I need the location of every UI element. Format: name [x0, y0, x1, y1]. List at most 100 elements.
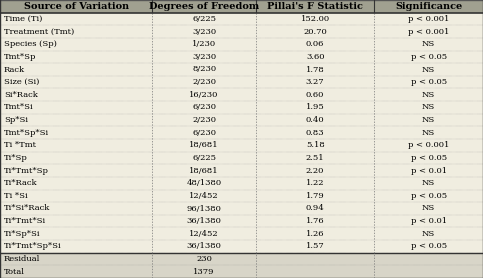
Text: 3/230: 3/230 — [192, 53, 216, 61]
Text: NS: NS — [422, 116, 435, 124]
Text: Tmt*Sp*Si: Tmt*Sp*Si — [4, 129, 49, 137]
Text: Ti *Tmt: Ti *Tmt — [4, 141, 36, 149]
Text: 18/681: 18/681 — [189, 141, 219, 149]
Bar — [152, 13, 256, 25]
Bar — [256, 215, 374, 227]
Bar — [0, 215, 152, 227]
Text: 48/1380: 48/1380 — [186, 179, 222, 187]
Text: Pillai's F Statistic: Pillai's F Statistic — [267, 2, 363, 11]
Bar — [374, 76, 483, 88]
Bar — [256, 38, 374, 51]
Bar — [374, 51, 483, 63]
Bar — [0, 76, 152, 88]
Bar — [374, 215, 483, 227]
Text: 20.70: 20.70 — [303, 28, 327, 36]
Bar — [152, 215, 256, 227]
Text: NS: NS — [422, 40, 435, 48]
Text: 18/681: 18/681 — [189, 167, 219, 175]
Bar — [374, 152, 483, 164]
Bar — [152, 126, 256, 139]
Text: 3.60: 3.60 — [306, 53, 325, 61]
Bar — [0, 126, 152, 139]
Bar — [374, 101, 483, 114]
Bar — [256, 152, 374, 164]
Text: Tmt*Si: Tmt*Si — [4, 103, 33, 111]
Bar — [374, 190, 483, 202]
Bar — [0, 265, 152, 278]
Bar — [374, 0, 483, 13]
Text: 1.26: 1.26 — [306, 230, 325, 238]
Text: NS: NS — [422, 91, 435, 99]
Text: NS: NS — [422, 103, 435, 111]
Bar — [152, 152, 256, 164]
Bar — [152, 88, 256, 101]
Bar — [374, 240, 483, 253]
Bar — [256, 202, 374, 215]
Bar — [0, 38, 152, 51]
Bar — [256, 164, 374, 177]
Bar — [0, 88, 152, 101]
Bar — [152, 63, 256, 76]
Bar — [256, 51, 374, 63]
Text: 36/1380: 36/1380 — [186, 242, 222, 250]
Text: 2/230: 2/230 — [192, 78, 216, 86]
Text: p < 0.01: p < 0.01 — [411, 217, 447, 225]
Bar — [0, 190, 152, 202]
Text: 0.60: 0.60 — [306, 91, 325, 99]
Text: Ti*Tmt*Sp*Si: Ti*Tmt*Sp*Si — [4, 242, 61, 250]
Text: 1/230: 1/230 — [192, 40, 216, 48]
Text: Time (Ti): Time (Ti) — [4, 15, 42, 23]
Text: 0.83: 0.83 — [306, 129, 325, 137]
Bar — [374, 164, 483, 177]
Bar — [374, 265, 483, 278]
Text: NS: NS — [422, 205, 435, 212]
Bar — [0, 114, 152, 126]
Bar — [0, 101, 152, 114]
Bar — [374, 38, 483, 51]
Bar — [0, 13, 152, 25]
Bar — [256, 126, 374, 139]
Text: NS: NS — [422, 179, 435, 187]
Bar — [152, 0, 256, 13]
Bar — [0, 164, 152, 177]
Text: 230: 230 — [196, 255, 212, 263]
Bar — [374, 88, 483, 101]
Bar — [374, 114, 483, 126]
Bar — [152, 76, 256, 88]
Text: p < 0.05: p < 0.05 — [411, 192, 447, 200]
Bar — [152, 227, 256, 240]
Text: Species (Sp): Species (Sp) — [4, 40, 57, 48]
Text: p < 0.01: p < 0.01 — [411, 167, 447, 175]
Bar — [374, 63, 483, 76]
Text: 2/230: 2/230 — [192, 116, 216, 124]
Text: 36/1380: 36/1380 — [186, 217, 222, 225]
Text: 0.06: 0.06 — [306, 40, 325, 48]
Bar — [374, 13, 483, 25]
Bar — [256, 0, 374, 13]
Text: 6/230: 6/230 — [192, 103, 216, 111]
Bar — [374, 177, 483, 190]
Bar — [0, 25, 152, 38]
Bar — [256, 139, 374, 152]
Bar — [152, 114, 256, 126]
Bar — [152, 51, 256, 63]
Text: 8/230: 8/230 — [192, 66, 216, 73]
Bar — [374, 139, 483, 152]
Bar — [374, 253, 483, 265]
Text: NS: NS — [422, 129, 435, 137]
Text: 1.78: 1.78 — [306, 66, 325, 73]
Bar — [0, 51, 152, 63]
Bar — [152, 139, 256, 152]
Text: p < 0.05: p < 0.05 — [411, 154, 447, 162]
Text: Ti*Si*Rack: Ti*Si*Rack — [4, 205, 50, 212]
Text: 2.20: 2.20 — [306, 167, 325, 175]
Bar — [0, 240, 152, 253]
Text: 6/230: 6/230 — [192, 129, 216, 137]
Bar — [256, 253, 374, 265]
Bar — [0, 227, 152, 240]
Bar — [152, 25, 256, 38]
Bar — [152, 38, 256, 51]
Text: Ti*Sp*Si: Ti*Sp*Si — [4, 230, 41, 238]
Text: 6/225: 6/225 — [192, 15, 216, 23]
Text: Significance: Significance — [395, 2, 462, 11]
